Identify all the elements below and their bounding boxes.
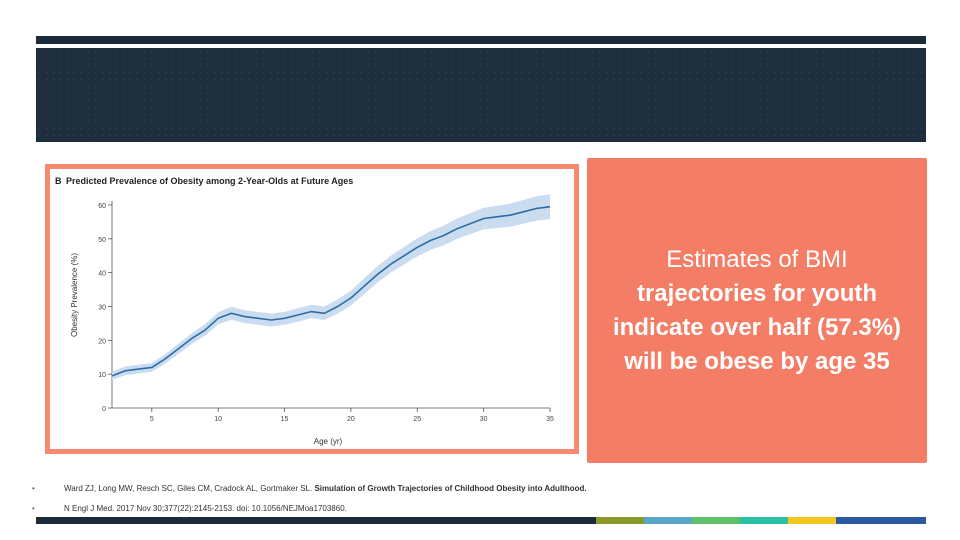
y-tick-label: 10 xyxy=(98,372,106,379)
x-tick-label: 30 xyxy=(480,416,488,423)
bottom-bar-segment xyxy=(596,517,644,524)
citation-title: Simulation of Growth Trajectories of Chi… xyxy=(314,484,587,493)
bottom-bar-segment xyxy=(740,517,788,524)
bullet-icon: • xyxy=(32,484,35,493)
top-rule xyxy=(36,36,926,44)
bottom-bar-segment xyxy=(788,517,836,524)
y-tick-label: 40 xyxy=(98,271,106,278)
y-axis-label: Obesity Prevalence (%) xyxy=(70,253,79,337)
callout-line-rest: trajectories for youth indicate over hal… xyxy=(612,279,902,375)
citation-journal: N Engl J Med. 2017 Nov 30;377(22):2145-2… xyxy=(64,504,347,513)
x-tick-label: 10 xyxy=(214,416,222,423)
y-tick-label: 20 xyxy=(98,338,106,345)
x-axis-label: Age (yr) xyxy=(314,437,343,446)
x-tick-label: 35 xyxy=(546,416,554,423)
x-tick-label: 20 xyxy=(347,416,355,423)
chart-title: Predicted Prevalence of Obesity among 2-… xyxy=(66,176,353,186)
bottom-bar-segment xyxy=(644,517,692,524)
callout-box: Estimates of BMI trajectories for youth … xyxy=(587,158,927,463)
y-tick-label: 60 xyxy=(98,203,106,210)
chart-frame: B Predicted Prevalence of Obesity among … xyxy=(45,164,579,454)
bullet-icon: • xyxy=(32,504,35,513)
callout-line-1: Estimates of BMI xyxy=(666,245,848,273)
bottom-bar-segment xyxy=(836,517,926,524)
confidence-band xyxy=(112,194,550,380)
prevalence-series-line xyxy=(111,205,551,377)
y-tick-label: 50 xyxy=(98,237,106,244)
chart-panel-label: B xyxy=(55,176,62,186)
prevalence-line-chart: B Predicted Prevalence of Obesity among … xyxy=(55,176,554,446)
citation-authors: Ward ZJ, Long MW, Resch SC, Giles CM, Cr… xyxy=(64,484,315,493)
y-tick-label: 0 xyxy=(102,406,106,413)
y-tick-label: 30 xyxy=(98,305,106,312)
callout-text: Estimates of BMI trajectories for youth … xyxy=(592,243,922,379)
bottom-color-bar xyxy=(36,517,926,524)
chart-panel: B Predicted Prevalence of Obesity among … xyxy=(50,169,574,449)
chart-layer: 0 10 20 30 40 50 60 5 10 15 20 25 30 35 xyxy=(98,194,554,423)
x-tick-label: 5 xyxy=(150,416,154,423)
title-banner xyxy=(36,48,926,142)
x-tick-label: 25 xyxy=(413,416,421,423)
bottom-bar-segment xyxy=(36,517,596,524)
x-tick-label: 15 xyxy=(281,416,289,423)
bottom-bar-segment xyxy=(692,517,740,524)
